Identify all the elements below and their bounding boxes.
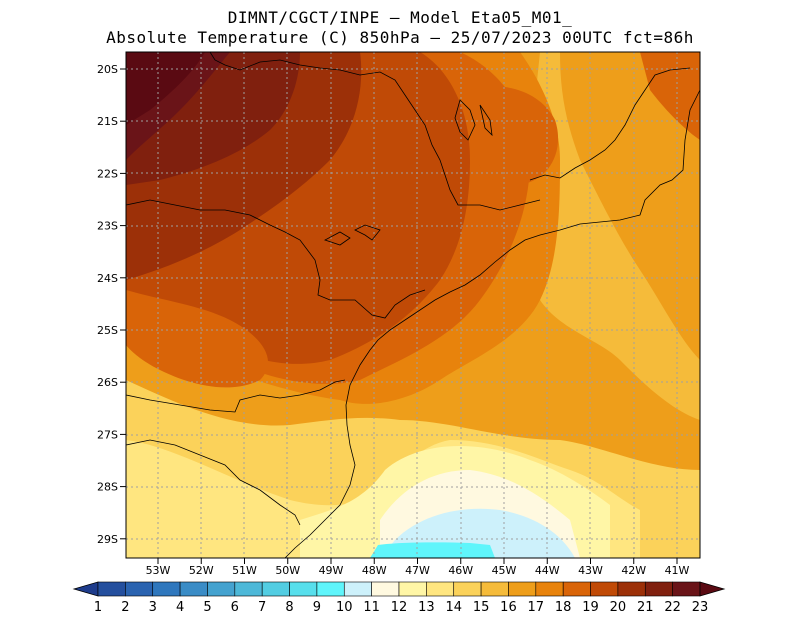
lat-tick-label: 23S [97,220,118,233]
colorbar-swatch [426,581,455,597]
colorbar-label: 4 [176,600,184,615]
colorbar-arrow-right [699,581,726,597]
colorbar-label: 10 [336,600,353,615]
colorbar-label: 8 [285,600,293,615]
colorbar-swatch [453,581,482,597]
colorbar-swatch [480,581,509,597]
colorbar-label: 17 [528,600,545,615]
colorbar-label: 1 [94,600,102,615]
colorbar: 1 2 3 4 5 6 7 8 9 10 11 12 13 14 15 16 17 18 19 20 21 22 23 [72,581,726,615]
lon-tick-label: 46W [448,564,473,577]
colorbar-swatch [535,581,564,597]
colorbar-label: 5 [203,600,211,615]
colorbar-label: 16 [500,600,517,615]
lat-tick-label: 26S [97,376,118,389]
colorbar-label: 13 [418,600,435,615]
lat-tick-label: 29S [97,533,118,546]
colorbar-arrow-left [72,581,99,597]
colorbar-swatch [125,581,154,597]
colorbar-label: 7 [258,600,266,615]
lon-tick-label: 43W [578,564,603,577]
colorbar-swatch [234,581,263,597]
lon-tick-label: 44W [535,564,560,577]
colorbar-label: 12 [391,600,408,615]
colorbar-swatch [371,581,400,597]
lon-tick-label: 51W [232,564,257,577]
temperature-field [126,52,700,558]
lat-tick-label: 28S [97,481,118,494]
lon-tick-label: 48W [362,564,387,577]
colorbar-label: 6 [231,600,239,615]
lat-tick-label: 24S [97,272,118,285]
colorbar-swatch [261,581,290,597]
lat-tick-label: 20S [97,63,118,76]
latitude-axis: 20S 21S 22S 23S 24S 25S 26S 27S 28S 29S [97,63,126,546]
coastline-borders [126,52,700,558]
colorbar-label: 20 [610,600,627,615]
lon-tick-label: 52W [189,564,214,577]
colorbar-label: 21 [637,600,654,615]
lon-tick-label: 47W [405,564,430,577]
lon-tick-label: 49W [319,564,344,577]
colorbar-label: 18 [555,600,572,615]
colorbar-swatch [152,581,181,597]
lon-tick-label: 41W [665,564,690,577]
colorbar-swatch [343,581,372,597]
lat-tick-label: 21S [97,115,118,128]
colorbar-swatch [590,581,619,597]
lat-tick-label: 27S [97,428,118,441]
colorbar-label: 22 [664,600,681,615]
lon-tick-label: 50W [275,564,300,577]
colorbar-label: 14 [445,600,462,615]
lat-tick-label: 25S [97,324,118,337]
colorbar-label: 9 [313,600,321,615]
colorbar-swatch [562,581,591,597]
colorbar-swatch [672,581,701,597]
colorbar-swatch [97,581,126,597]
map-title-line1: DIMNT/CGCT/INPE – Model Eta05_M01_ [227,8,573,27]
lon-tick-label: 42W [621,564,646,577]
plot-frame [125,51,701,559]
colorbar-swatch [398,581,427,597]
map-title-line2: Absolute Temperature (C) 850hPa – 25/07/… [106,28,694,47]
colorbar-swatch [316,581,345,597]
colorbar-label: 11 [363,600,380,615]
colorbar-label: 3 [149,600,157,615]
colorbar-swatch [644,581,673,597]
colorbar-swatch [289,581,318,597]
colorbar-swatch [617,581,646,597]
lat-tick-label: 22S [97,167,118,180]
lon-tick-label: 53W [146,564,171,577]
colorbar-label: 19 [582,600,599,615]
colorbar-swatch [207,581,236,597]
colorbar-swatch [508,581,537,597]
grid-lines [126,52,700,558]
lon-tick-label: 45W [492,564,517,577]
colorbar-label: 2 [121,600,129,615]
colorbar-label: 15 [473,600,490,615]
colorbar-label: 23 [692,600,709,615]
longitude-axis: 53W 52W 51W 50W 49W 48W 47W 46W 45W 44W 43W 42W 41W [146,558,690,577]
colorbar-swatch [179,581,208,597]
